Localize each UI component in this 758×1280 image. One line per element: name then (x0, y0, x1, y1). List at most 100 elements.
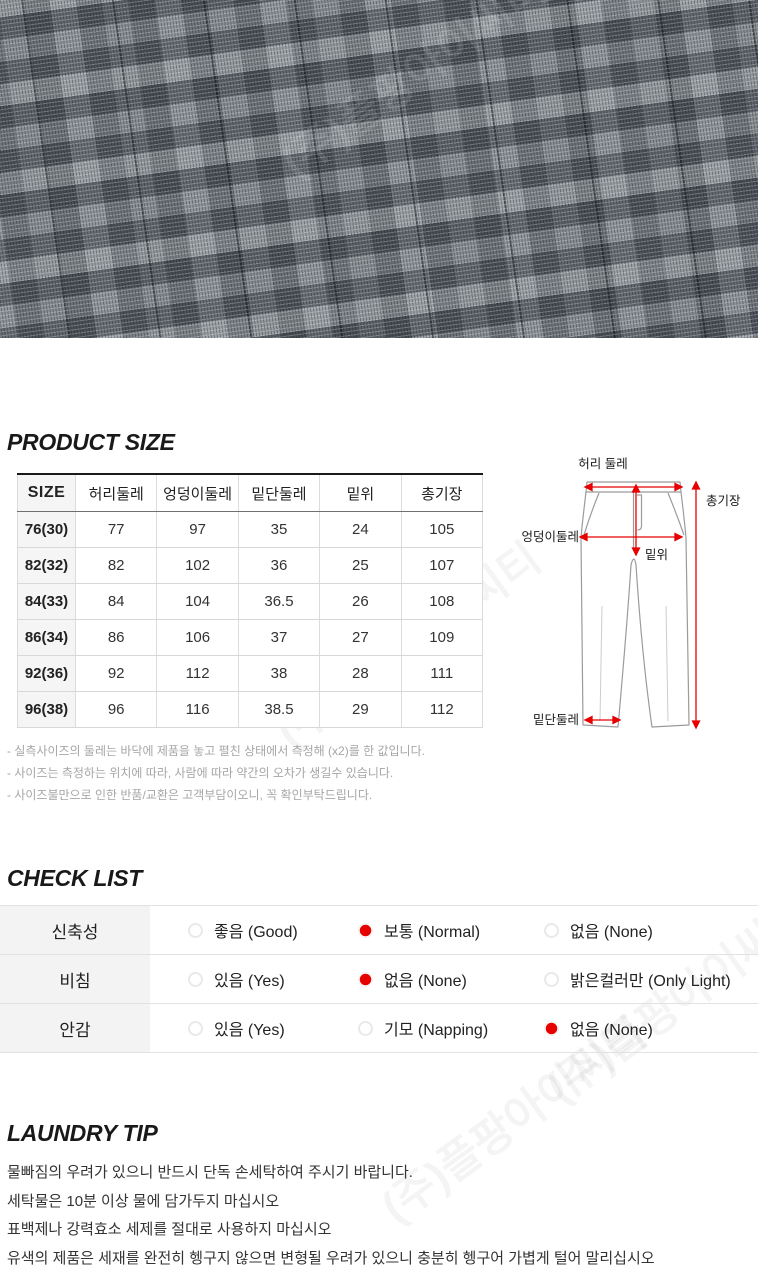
pants-measurement-diagram: 허리 둘레 엉덩이둘레 밑위 총기장 밑단둘레 (521, 457, 741, 730)
checklist-category-label: 신축성 (0, 906, 150, 954)
checklist-option: 있음 (Yes) (188, 967, 358, 991)
checklist-option-label: 있음 (Yes) (214, 1022, 285, 1039)
measurement-cell: 106 (156, 619, 239, 656)
checklist-option-label: 밝은컬러만 (Only Light) (570, 973, 731, 990)
checklist-option-label: 기모 (Napping) (384, 1022, 489, 1039)
checklist-option: 없음 (None) (544, 1016, 653, 1040)
measurement-cell: 29 (319, 691, 402, 728)
measurement-cell: 82 (74, 547, 158, 584)
measurement-cell: 36.5 (237, 583, 321, 620)
size-cell: 92(36) (17, 655, 76, 692)
checklist-option: 보통 (Normal) (358, 918, 544, 942)
checklist-option: 없음 (None) (544, 918, 653, 942)
checklist-option: 좋음 (Good) (188, 918, 358, 942)
fabric-swatch-image: (주)플팡아이씨티 (0, 0, 758, 338)
checklist-option: 있음 (Yes) (188, 1016, 358, 1040)
checklist-row: 신축성 좋음 (Good) 보통 (Normal) 없음 (None) (0, 906, 758, 955)
checklist-option-label: 있음 (Yes) (214, 973, 285, 990)
radio-selected-icon (358, 971, 373, 987)
radio-selected-icon (358, 922, 373, 938)
checklist-option-label: 없음 (None) (384, 973, 467, 990)
laundry-tip-line: 세탁물은 10분 이상 물에 담가두지 마십시오 (7, 1192, 280, 1210)
waist-label: 허리 둘레 (578, 457, 627, 471)
measurement-cell: 77 (74, 511, 158, 548)
measurement-cell: 86 (74, 619, 158, 656)
measurement-cell: 112 (400, 691, 484, 728)
checklist-row: 안감 있음 (Yes) 기모 (Napping) 없음 (None) (0, 1004, 758, 1053)
measurement-cell: 102 (156, 547, 239, 584)
measurement-cell: 111 (400, 655, 484, 692)
checklist-option: 기모 (Napping) (358, 1016, 544, 1040)
radio-selected-icon (544, 1020, 559, 1036)
size-table-row: 84(33) 84 104 36.5 26 108 (17, 583, 484, 620)
checklist-option-label: 보통 (Normal) (384, 924, 481, 941)
checklist-category-label: 안감 (0, 1004, 150, 1052)
measurement-cell: 107 (400, 547, 484, 584)
laundry-tip-text: 물빠짐의 우려가 있으니 반드시 단독 손세탁하여 주시기 바랍니다. 세탁물은 … (7, 1159, 655, 1273)
size-table-row: 96(38) 96 116 38.5 29 112 (17, 691, 484, 728)
size-table: SIZE 허리둘레 엉덩이둘레 밑단둘레 밑위 총기장 76(30) 77 97 35 24 105… (17, 473, 484, 728)
measurement-cell: 96 (74, 691, 158, 728)
size-cell: 86(34) (17, 619, 76, 656)
measurement-cell: 92 (74, 655, 158, 692)
measurement-cell: 109 (400, 619, 484, 656)
size-notes: - 실측사이즈의 둘레는 바닥에 제품을 놓고 펼친 상태에서 측정해 (x2)… (7, 740, 425, 806)
size-cell: 82(32) (17, 547, 76, 584)
measurement-column-header: 밑단둘레 (237, 474, 321, 512)
checklist-option: 밝은컬러만 (Only Light) (544, 967, 731, 991)
measurement-cell: 104 (156, 583, 239, 620)
product-size-title: PRODUCT SIZE (7, 429, 175, 455)
length-label: 총기장 (706, 494, 741, 508)
hip-label: 엉덩이둘레 (521, 530, 579, 544)
check-list-table: 신축성 좋음 (Good) 보통 (Normal) 없음 (None) 비침 있음 (Ye… (0, 905, 758, 1053)
glen-check-pattern (0, 0, 758, 338)
laundry-tip-title: LAUNDRY TIP (7, 1120, 158, 1146)
size-table-row: 92(36) 92 112 38 28 111 (17, 655, 484, 692)
measurement-cell: 36 (237, 547, 321, 584)
measurement-cell: 38.5 (237, 691, 321, 728)
radio-unselected-icon (188, 1020, 203, 1036)
radio-unselected-icon (188, 971, 203, 987)
crease-lines (599, 605, 669, 722)
diagram-labels: 허리 둘레 엉덩이둘레 밑위 총기장 밑단둘레 (521, 457, 741, 727)
check-list-title: CHECK LIST (7, 865, 143, 891)
laundry-tip-line: 표백제나 강력효소 세제를 절대로 사용하지 마십시오 (7, 1221, 332, 1238)
measurement-cell: 28 (319, 655, 402, 692)
size-cell: 96(38) (17, 691, 76, 728)
measurement-column-header: 허리둘레 (74, 474, 158, 512)
radio-unselected-icon (544, 922, 559, 938)
size-table-row: 86(34) 86 106 37 27 109 (17, 619, 484, 656)
size-cell: 84(33) (17, 583, 76, 620)
measurement-cell: 25 (319, 547, 402, 584)
size-note-line: - 사이즈불만으로 인한 반품/교환은 고객부담이오니, 꼭 확인부탁드립니다. (7, 788, 373, 802)
measurement-cell: 37 (237, 619, 321, 656)
checklist-row: 비침 있음 (Yes) 없음 (None) 밝은컬러만 (Only Light) (0, 955, 758, 1004)
size-table-row: 82(32) 82 102 36 25 107 (17, 547, 484, 584)
checklist-option-label: 없음 (None) (570, 1022, 653, 1039)
checklist-option-label: 없음 (None) (570, 924, 653, 941)
measurement-cell: 38 (237, 655, 321, 692)
measurement-arrows (578, 480, 701, 730)
measurement-cell: 24 (319, 511, 402, 548)
measurement-column-header: 밑위 (319, 474, 402, 512)
laundry-tip-line: 물빠짐의 우려가 있으니 반드시 단독 손세탁하여 주시기 바랍니다. (7, 1164, 413, 1181)
measurement-cell: 27 (319, 619, 402, 656)
size-table-row: 76(30) 77 97 35 24 105 (17, 511, 484, 548)
measurement-cell: 116 (156, 691, 239, 728)
rise-label: 밑위 (645, 548, 668, 562)
size-column-header: SIZE (17, 474, 76, 512)
size-table-header-row: SIZE 허리둘레 엉덩이둘레 밑단둘레 밑위 총기장 (17, 474, 484, 512)
size-note-line: - 실측사이즈의 둘레는 바닥에 제품을 놓고 펼친 상태에서 측정해 (x2)… (7, 744, 425, 758)
pants-outline (580, 481, 690, 728)
measurement-cell: 105 (400, 511, 484, 548)
radio-unselected-icon (358, 1020, 373, 1036)
radio-unselected-icon (544, 971, 559, 987)
measurement-cell: 35 (237, 511, 321, 548)
measurement-cell: 112 (156, 655, 239, 692)
checklist-option: 없음 (None) (358, 967, 544, 991)
measurement-cell: 97 (156, 511, 239, 548)
measurement-column-header: 엉덩이둘레 (156, 474, 239, 512)
measurement-cell: 26 (319, 583, 402, 620)
hem-label: 밑단둘레 (533, 713, 579, 727)
